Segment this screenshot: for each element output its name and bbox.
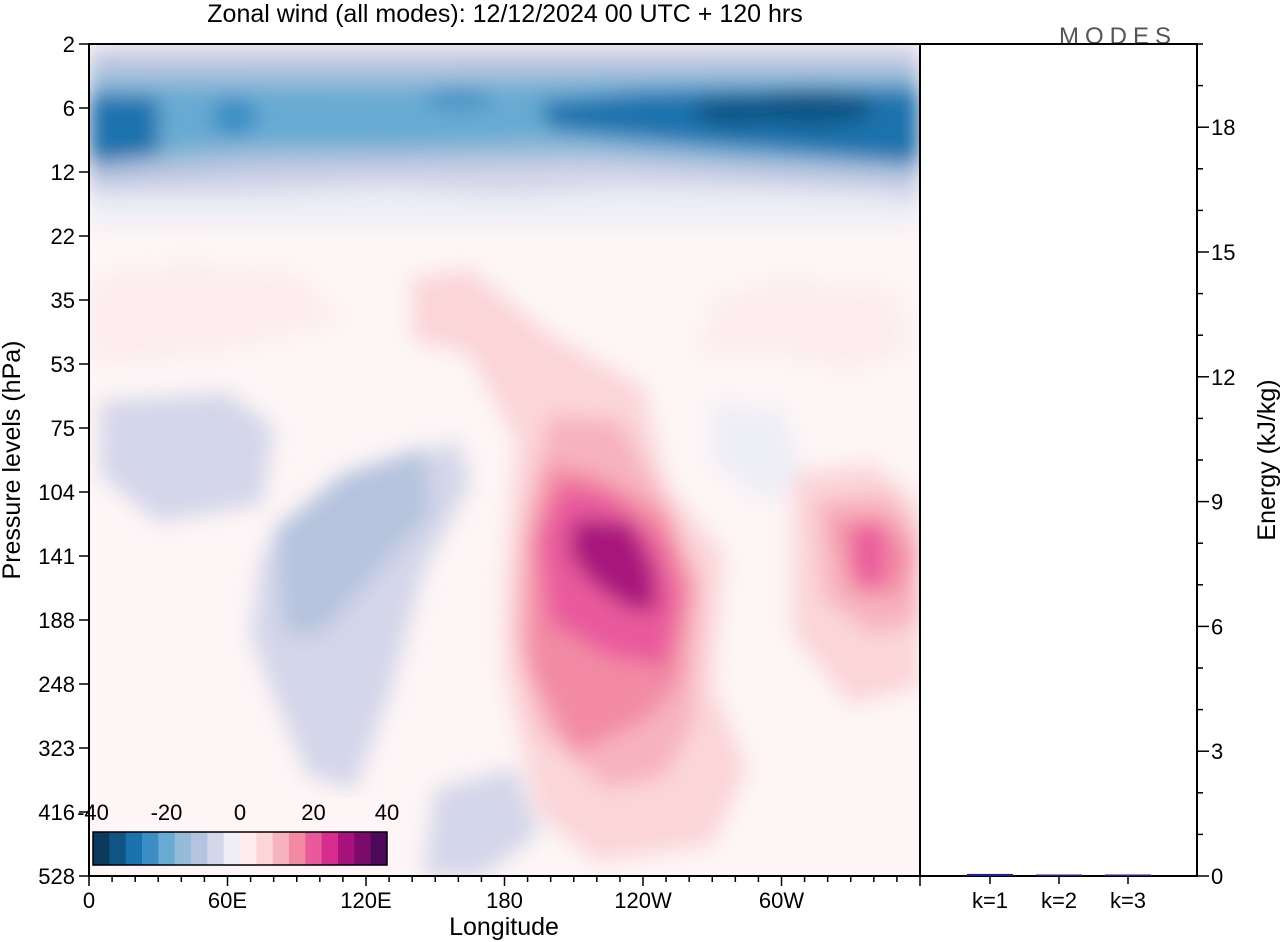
- colorbar-swatch: [125, 832, 143, 865]
- energy-bar: [1036, 874, 1082, 876]
- energy-tick-label: 18: [1211, 115, 1235, 140]
- westerly-contour: [700, 278, 909, 371]
- y-tick-label: 12: [51, 160, 75, 185]
- colorbar-tick-label: 20: [301, 800, 325, 825]
- y-tick-label: 53: [51, 352, 75, 377]
- easterly-contour: [100, 392, 274, 523]
- y-tick-label: 248: [38, 672, 75, 697]
- energy-tick-label: 6: [1211, 614, 1223, 639]
- y-tick-label: 188: [38, 608, 75, 633]
- chart-title: Zonal wind (all modes): 12/12/2024 00 UT…: [207, 0, 802, 28]
- energy-category-label: k=1: [972, 888, 1008, 913]
- colorbar-swatch: [305, 832, 323, 865]
- y-axis-label: Pressure levels (hPa): [0, 341, 26, 580]
- x-tick-label: 0: [83, 888, 95, 913]
- easterly-core: [211, 97, 258, 137]
- energy-category-label: k=3: [1110, 888, 1146, 913]
- westerly-contour: [89, 264, 343, 364]
- x-tick-label: 60E: [208, 888, 247, 913]
- colorbar-swatch: [272, 832, 290, 865]
- x-tick-label: 120E: [340, 888, 391, 913]
- colorbar-tick-label: 0: [234, 800, 246, 825]
- easterly-core: [744, 89, 874, 127]
- colorbar-swatch: [93, 832, 110, 865]
- colorbar-swatch: [158, 832, 176, 865]
- colorbar-swatch: [174, 832, 192, 865]
- colorbar-swatch: [191, 832, 208, 865]
- y-tick-label: 323: [38, 736, 75, 761]
- energy-plot: k=1 k=2 k=3 0 3 6 9 12 15 18 Energy (kJ/kg): [919, 43, 1280, 913]
- colorbar-swatch: [240, 832, 257, 865]
- x-tick-label: 180: [486, 888, 523, 913]
- x-axis-label: Longitude: [449, 913, 559, 941]
- brand-logo: MODES: [1059, 23, 1177, 50]
- easterly-contour: [712, 401, 805, 504]
- easterly-contour: [423, 768, 540, 876]
- heatmap-plot: 0 60E 120E 180 120W 60W 2 6 12 22 35 53 75 104 141 188…: [0, 32, 921, 941]
- energy-bar: [1105, 874, 1151, 876]
- colorbar-swatch: [207, 832, 225, 865]
- colorbar-swatch: [321, 832, 339, 865]
- heatmap-field: [89, 44, 920, 876]
- westerly-jet-core: [853, 520, 886, 589]
- x-tick-label: 120W: [614, 888, 672, 913]
- y-tick-label: 416: [38, 800, 75, 825]
- easterly-core: [423, 87, 493, 108]
- y-tick-label: 35: [51, 288, 75, 313]
- colorbar-tick-label: -40: [77, 800, 109, 825]
- energy-axis-label: Energy (kJ/kg): [1253, 379, 1280, 540]
- y-tick-label: 2: [63, 32, 75, 57]
- colorbar-swatch: [223, 832, 241, 865]
- energy-tick-label: 12: [1211, 365, 1235, 390]
- x-tick-label: 60W: [759, 888, 804, 913]
- colorbar-swatch: [289, 832, 306, 865]
- y-tick-label: 6: [63, 96, 75, 121]
- colorbar-swatch: [109, 832, 127, 865]
- colorbar-frame: [92, 831, 388, 866]
- colorbar: -40 -20 0 20 40: [77, 798, 399, 868]
- easterly-core: [693, 95, 777, 127]
- energy-bar: [967, 873, 1013, 876]
- energy-tick-label: 0: [1211, 864, 1223, 889]
- energy-tick-label: 9: [1211, 490, 1223, 515]
- colorbar-swatch: [338, 832, 355, 865]
- energy-category-label: k=2: [1041, 888, 1077, 913]
- y-tick-label: 141: [38, 544, 75, 569]
- y-tick-label: 22: [51, 224, 75, 249]
- colorbar-swatch: [256, 832, 274, 865]
- y-tick-label: 75: [51, 416, 75, 441]
- easterly-contour: [89, 95, 159, 164]
- colorbar-tick-label: 40: [375, 800, 399, 825]
- colorbar-tick-label: -20: [151, 800, 183, 825]
- colorbar-swatch: [142, 832, 159, 865]
- energy-tick-label: 15: [1211, 240, 1235, 265]
- energy-frame: [919, 43, 1198, 877]
- easterly-contour: [273, 447, 431, 635]
- y-tick-label: 104: [38, 480, 75, 505]
- westerly-jet-core: [569, 518, 657, 611]
- colorbar-swatch: [370, 832, 388, 865]
- colorbar-swatch: [354, 832, 372, 865]
- y-tick-label: 528: [38, 864, 75, 889]
- energy-tick-label: 3: [1211, 739, 1223, 764]
